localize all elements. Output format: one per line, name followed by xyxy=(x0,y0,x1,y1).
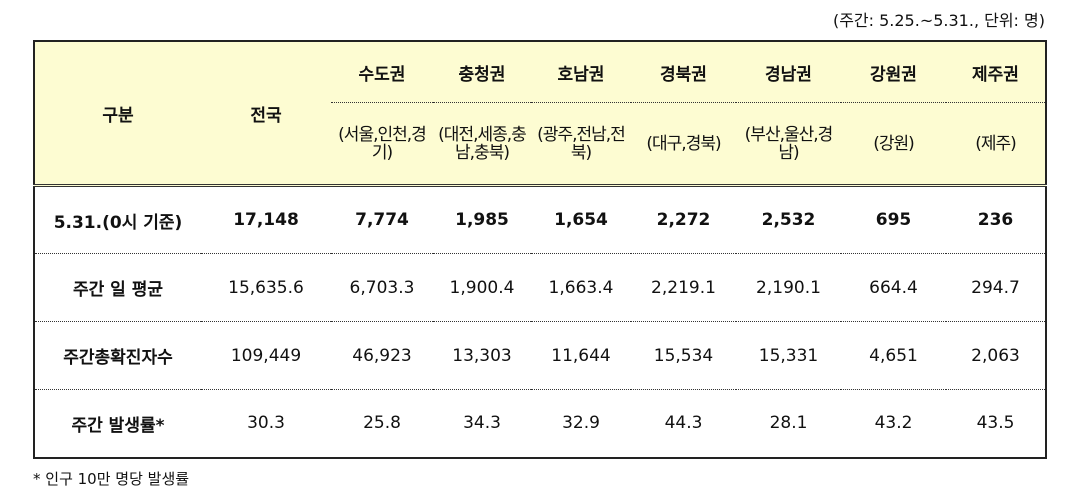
data-cell: 1,985 xyxy=(455,210,509,230)
data-cell: 109,449 xyxy=(201,321,331,390)
region-name: 제주권 xyxy=(946,41,1046,103)
data-cell: 43.5 xyxy=(946,389,1046,458)
data-cell: 2,219.1 xyxy=(631,253,736,322)
region-name: 호남권 xyxy=(531,41,631,103)
region-areas: (대구,경북) xyxy=(631,102,736,187)
data-cell: 30.3 xyxy=(201,389,331,458)
table-row: 5.31.(0시 기준) 17,148 7,774 1,985 1,654 2,272 2,… xyxy=(34,186,1046,254)
region-areas: (강원) xyxy=(841,102,946,187)
data-cell: 2,063 xyxy=(946,321,1046,390)
data-cell: 28.1 xyxy=(736,389,841,458)
region-areas: (부산,울산,경남) xyxy=(736,102,841,187)
table-header: 구분 전국 수도권 충청권 호남권 경북권 경남권 강원권 제주권 (서울,인천,경기) (대전,… xyxy=(34,41,1046,187)
region-areas: (광주,전남,전북) xyxy=(531,102,631,187)
data-cell: 15,331 xyxy=(736,321,841,390)
data-cell: 46,923 xyxy=(331,321,433,390)
data-cell: 15,635.6 xyxy=(201,253,331,322)
data-cell: 1,900.4 xyxy=(433,253,531,322)
data-cell: 17,148 xyxy=(233,210,299,230)
data-cell: 32.9 xyxy=(531,389,631,458)
data-cell: 43.2 xyxy=(841,389,946,458)
unit-note: (주간: 5.25.~5.31., 단위: 명) xyxy=(832,11,1045,30)
data-cell: 34.3 xyxy=(433,389,531,458)
data-cell: 2,190.1 xyxy=(736,253,841,322)
region-name: 충청권 xyxy=(433,41,531,103)
data-cell: 664.4 xyxy=(841,253,946,322)
data-cell: 2,272 xyxy=(656,210,711,230)
data-cell: 25.8 xyxy=(331,389,433,458)
region-name: 경북권 xyxy=(631,41,736,103)
data-cell: 44.3 xyxy=(631,389,736,458)
data-cell: 11,644 xyxy=(531,321,631,390)
data-cell: 2,532 xyxy=(761,210,816,230)
row-label: 주간 일 평균 xyxy=(34,253,201,322)
data-cell: 7,774 xyxy=(355,210,409,230)
table-row: 주간 일 평균 15,635.6 6,703.3 1,900.4 1,663.4 2,21… xyxy=(34,253,1046,322)
data-cell: 1,654 xyxy=(554,210,608,230)
row-label: 주간 발생률* xyxy=(34,389,201,458)
data-cell: 6,703.3 xyxy=(331,253,433,322)
region-name: 강원권 xyxy=(841,41,946,103)
region-name: 수도권 xyxy=(331,41,433,103)
row-label: 주간총확진자수 xyxy=(34,321,201,390)
table-row: 주간 발생률* 30.3 25.8 34.3 32.9 44.3 28.1 43.2 43.5 xyxy=(34,389,1046,458)
table-row: 주간총확진자수 109,449 46,923 13,303 11,644 15,534 15… xyxy=(34,321,1046,390)
header-cell: 전국 xyxy=(201,41,331,187)
table-body: 5.31.(0시 기준) 17,148 7,774 1,985 1,654 2,272 2,… xyxy=(34,186,1046,458)
data-cell: 236 xyxy=(977,210,1014,230)
footnote: * 인구 10만 명당 발생률 xyxy=(33,470,190,488)
data-cell: 695 xyxy=(875,210,912,230)
data-cell: 294.7 xyxy=(946,253,1046,322)
region-areas: (대전,세종,충남,충북) xyxy=(433,102,531,187)
header-cell: 구분 xyxy=(34,41,201,187)
row-label: 5.31.(0시 기준) xyxy=(53,212,183,233)
data-cell: 15,534 xyxy=(631,321,736,390)
region-name: 경남권 xyxy=(736,41,841,103)
data-cell: 13,303 xyxy=(433,321,531,390)
table: 구분 전국 수도권 충청권 호남권 경북권 경남권 강원권 제주권 (서울,인천,경기) (대전,… xyxy=(33,40,1047,459)
data-cell: 4,651 xyxy=(841,321,946,390)
data-cell: 1,663.4 xyxy=(531,253,631,322)
region-areas: (서울,인천,경기) xyxy=(331,102,433,187)
region-areas: (제주) xyxy=(946,102,1046,187)
